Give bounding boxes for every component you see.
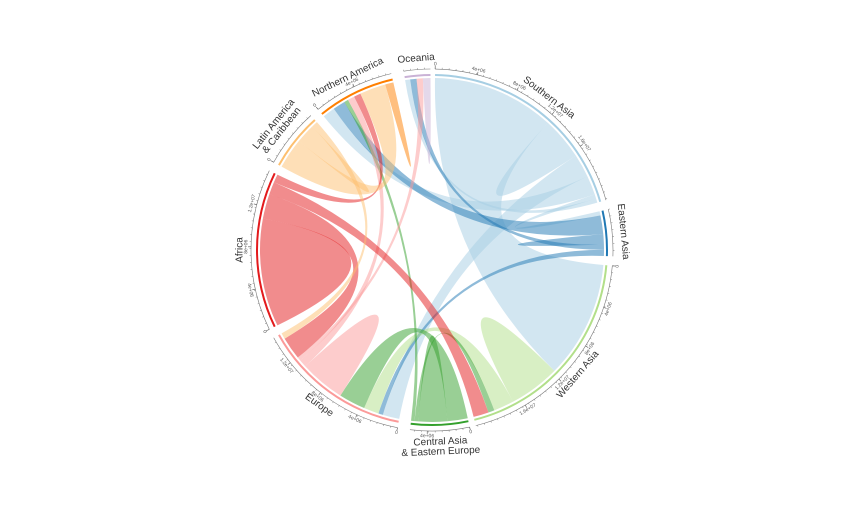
tick-mark xyxy=(586,344,587,345)
tick-mark xyxy=(544,107,545,108)
tick-mark xyxy=(353,86,354,87)
tick-mark xyxy=(307,117,308,118)
tick-mark xyxy=(300,375,301,376)
tick-mark xyxy=(283,354,284,355)
tick-mark xyxy=(359,83,360,84)
tick-mark xyxy=(296,370,297,371)
tick-mark xyxy=(575,361,576,362)
tick-mark xyxy=(370,420,371,421)
tick-mark xyxy=(323,104,324,105)
tick-mark xyxy=(579,356,580,357)
tick-mark xyxy=(333,402,334,403)
tick-mark xyxy=(583,350,584,351)
tick-mark xyxy=(565,126,566,127)
tick-mark xyxy=(292,133,293,134)
tick-mark xyxy=(321,394,322,395)
region-label-central-asia-eastern-europe: & Eastern Europe xyxy=(401,445,481,459)
tick-label-northern-america: 0 xyxy=(312,102,318,109)
tick-mark xyxy=(263,180,264,181)
tick-mark xyxy=(328,100,329,101)
tick-mark xyxy=(266,174,267,175)
tick-mark xyxy=(528,403,529,404)
tick-mark xyxy=(556,382,557,383)
tick-mark xyxy=(590,338,591,339)
tick-axis-central-asia-eastern-europe xyxy=(410,427,470,431)
tick-mark xyxy=(265,323,266,324)
tick-mark xyxy=(533,99,534,100)
tick-axis-oceania xyxy=(404,69,431,71)
tick-mark xyxy=(334,96,335,97)
tick-mark xyxy=(279,348,280,349)
tick-mark xyxy=(302,122,303,123)
tick-mark xyxy=(310,385,311,386)
tick-label-africa: 1.2e+07 xyxy=(247,194,257,213)
tick-mark xyxy=(287,359,288,360)
sector-arc-oceania xyxy=(404,74,430,78)
tick-mark xyxy=(555,116,556,117)
tick-mark xyxy=(339,405,340,406)
region-label-oceania: Oceania xyxy=(397,52,435,66)
tick-label-latin-america: 0 xyxy=(266,157,273,163)
ribbons xyxy=(260,78,604,422)
tick-mark xyxy=(351,412,352,413)
tick-mark xyxy=(566,372,567,373)
tick-mark xyxy=(601,185,602,186)
tick-mark xyxy=(527,95,528,96)
tick-label-europe: 1.2e+07 xyxy=(278,357,294,375)
tick-mark xyxy=(346,89,347,90)
tick-mark xyxy=(316,389,317,390)
tick-mark xyxy=(327,398,328,399)
tick-mark xyxy=(539,103,540,104)
ribbon-oceania-to-oceania xyxy=(423,78,431,164)
tick-mark xyxy=(275,342,276,343)
tick-label-europe: 4e+06 xyxy=(347,414,362,425)
tick-label-europe: 0 xyxy=(395,430,399,436)
tick-mark xyxy=(550,111,551,112)
tick-mark xyxy=(570,367,571,368)
tick-mark xyxy=(365,80,366,81)
tick-mark xyxy=(288,138,289,139)
tick-label-africa: 0 xyxy=(261,329,268,334)
tick-mark xyxy=(280,150,281,151)
tick-mark xyxy=(297,127,298,128)
tick-mark xyxy=(560,121,561,122)
tick-mark xyxy=(340,92,341,93)
tick-mark xyxy=(582,148,583,149)
tick-mark xyxy=(357,415,358,416)
tick-mark xyxy=(364,418,365,419)
tick-mark xyxy=(276,155,277,156)
tick-mark xyxy=(561,377,562,378)
tick-label-western-asia: 0 xyxy=(615,264,621,268)
region-label-eastern-asia: Eastern Asia xyxy=(615,203,631,260)
tick-mark xyxy=(262,317,263,318)
tick-mark xyxy=(261,187,262,188)
tick-label-central-asia-eastern-europe: 0 xyxy=(469,429,473,435)
tick-axis-eastern-asia xyxy=(608,209,613,256)
tick-mark xyxy=(551,387,552,388)
tick-mark xyxy=(291,365,292,366)
region-label-africa: Africa xyxy=(235,237,246,263)
tick-label-western-asia: 1.6e+07 xyxy=(519,402,538,417)
tick-label-africa: 4e+06 xyxy=(246,283,255,298)
tick-mark xyxy=(284,144,285,145)
tick-mark xyxy=(534,399,535,400)
tick-mark xyxy=(521,91,522,92)
tick-mark xyxy=(305,380,306,381)
tick-mark xyxy=(345,409,346,410)
